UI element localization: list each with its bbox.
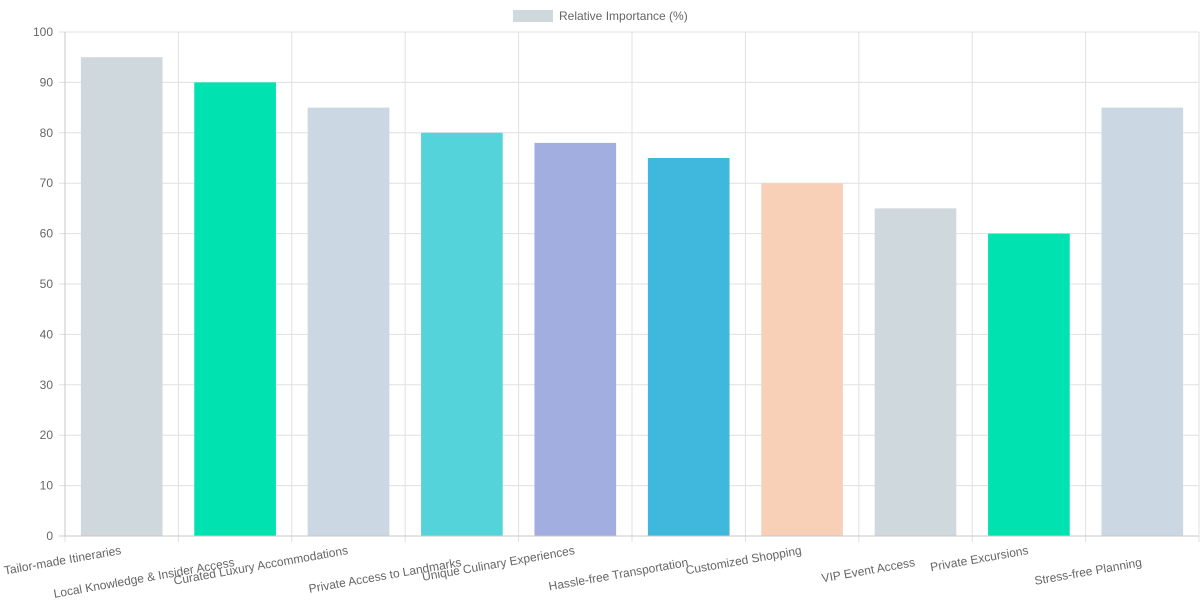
x-tick-label: Hassle-free Transportation bbox=[548, 555, 690, 593]
y-tick-label: 0 bbox=[46, 529, 53, 543]
y-tick-label: 10 bbox=[40, 479, 54, 493]
legend[interactable]: Relative Importance (%) bbox=[513, 9, 688, 23]
x-tick-label: Customized Shopping bbox=[685, 543, 803, 577]
bar[interactable] bbox=[194, 82, 276, 537]
y-tick-label: 70 bbox=[40, 176, 54, 190]
legend-label[interactable]: Relative Importance (%) bbox=[559, 9, 688, 23]
bar[interactable] bbox=[421, 132, 503, 537]
x-tick-label: Tailor-made Itineraries bbox=[3, 543, 122, 577]
bar[interactable] bbox=[874, 208, 957, 536]
bars bbox=[80, 57, 1184, 537]
bar[interactable] bbox=[761, 183, 843, 536]
y-tick-label: 90 bbox=[40, 75, 54, 89]
y-tick-label: 60 bbox=[40, 227, 54, 241]
y-tick-label: 100 bbox=[33, 25, 53, 39]
legend-swatch[interactable] bbox=[513, 10, 553, 22]
bar[interactable] bbox=[988, 233, 1070, 536]
y-tick-label: 50 bbox=[40, 277, 54, 291]
x-tick-label: Private Excursions bbox=[929, 543, 1029, 574]
bar[interactable] bbox=[534, 142, 617, 536]
bar[interactable] bbox=[307, 107, 390, 536]
bar[interactable] bbox=[1101, 107, 1184, 536]
bar[interactable] bbox=[80, 57, 163, 536]
y-axis: 0 10 20 30 40 50 60 70 80 90 100 bbox=[33, 25, 66, 543]
y-tick-label: 30 bbox=[40, 378, 54, 392]
y-tick-label: 20 bbox=[40, 428, 54, 442]
x-tick-label: Stress-free Planning bbox=[1033, 555, 1143, 588]
y-tick-label: 80 bbox=[40, 126, 54, 140]
x-tick-label: VIP Event Access bbox=[821, 555, 916, 585]
y-tick-label: 40 bbox=[40, 327, 54, 341]
bar[interactable] bbox=[647, 158, 730, 536]
